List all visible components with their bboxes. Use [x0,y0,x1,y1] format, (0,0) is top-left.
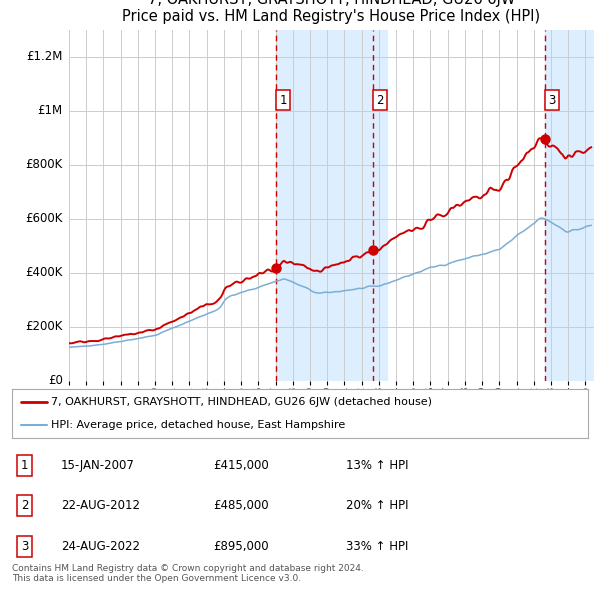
Text: 3: 3 [21,540,28,553]
Text: £1.2M: £1.2M [26,50,63,63]
Text: 22-AUG-2012: 22-AUG-2012 [61,499,140,512]
Text: £895,000: £895,000 [214,540,269,553]
Text: £200K: £200K [25,320,63,333]
Bar [545,30,594,381]
Text: 20% ↑ HPI: 20% ↑ HPI [346,499,409,512]
Text: Contains HM Land Registry data © Crown copyright and database right 2024.
This d: Contains HM Land Registry data © Crown c… [12,564,364,584]
Text: 24-AUG-2022: 24-AUG-2022 [61,540,140,553]
Text: 13% ↑ HPI: 13% ↑ HPI [346,459,409,472]
Text: £415,000: £415,000 [214,459,269,472]
Text: 1: 1 [280,94,287,107]
Text: 2: 2 [21,499,28,512]
Text: 7, OAKHURST, GRAYSHOTT, HINDHEAD, GU26 6JW (detached house): 7, OAKHURST, GRAYSHOTT, HINDHEAD, GU26 6… [51,398,432,408]
Text: HPI: Average price, detached house, East Hampshire: HPI: Average price, detached house, East… [51,419,346,430]
Text: 3: 3 [548,94,556,107]
Text: 33% ↑ HPI: 33% ↑ HPI [346,540,409,553]
Text: £800K: £800K [25,158,63,171]
Text: 1: 1 [21,459,28,472]
Text: £600K: £600K [25,212,63,225]
Text: 2: 2 [376,94,383,107]
Bar [276,30,388,381]
Text: £0: £0 [48,374,63,387]
Text: £400K: £400K [25,266,63,279]
Text: £485,000: £485,000 [214,499,269,512]
Text: £1M: £1M [38,104,63,117]
Title: 7, OAKHURST, GRAYSHOTT, HINDHEAD, GU26 6JW
Price paid vs. HM Land Registry's Hou: 7, OAKHURST, GRAYSHOTT, HINDHEAD, GU26 6… [122,0,541,24]
Text: 15-JAN-2007: 15-JAN-2007 [61,459,135,472]
